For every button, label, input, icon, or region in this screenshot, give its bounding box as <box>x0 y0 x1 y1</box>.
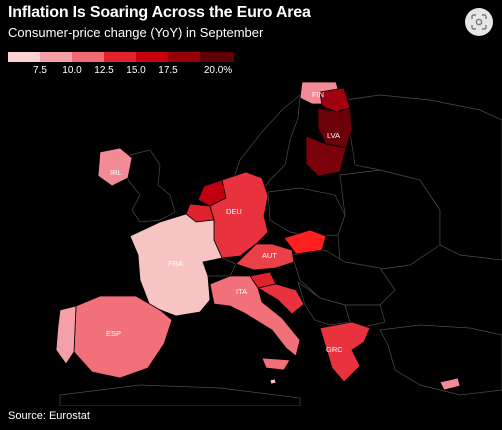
legend-tick-0: 7.5 <box>33 65 47 76</box>
legend-tick-3: 15.0 <box>126 65 146 76</box>
country-gbr <box>127 149 176 223</box>
legend-swatch-2 <box>72 52 104 62</box>
europe-map: FIN LVA IRL DEU FRA AUT ITA ESP GRC <box>55 82 502 406</box>
label-aut: AUT <box>262 251 277 260</box>
label-fra: FRA <box>168 259 183 268</box>
legend-tick-4: 17.5 <box>158 65 178 76</box>
country-tur <box>379 324 502 396</box>
camera-scan-icon <box>471 14 487 30</box>
label-grc: GRC <box>326 345 343 354</box>
country-rus <box>344 94 502 261</box>
country-svk <box>283 229 327 255</box>
country-mlt <box>269 378 277 385</box>
legend-swatch-3 <box>104 52 136 62</box>
country-ita <box>209 275 301 357</box>
legend-swatch-5 <box>168 52 200 62</box>
source-note: Source: Eurostat <box>8 410 90 422</box>
country-est <box>319 87 351 113</box>
country-lva <box>317 107 353 149</box>
country-pol <box>267 187 346 237</box>
label-ita: ITA <box>236 287 247 296</box>
country-bgr <box>344 304 386 329</box>
legend-swatch-6 <box>200 52 234 62</box>
country-cyp <box>439 377 461 391</box>
country-hrv <box>256 283 305 315</box>
color-legend: 7.5 10.0 12.5 15.0 17.5 20.0% <box>8 52 234 78</box>
chart-subtitle: Consumer-price change (YoY) in September <box>8 25 264 40</box>
legend-swatch-1 <box>40 52 72 62</box>
label-fin: FIN <box>312 90 324 99</box>
country-aut <box>235 243 295 271</box>
country-irl <box>97 147 133 187</box>
country-deu <box>209 171 269 259</box>
country-fra <box>129 213 223 317</box>
label-esp: ESP <box>106 329 121 338</box>
camera-scan-button[interactable] <box>465 8 493 36</box>
country-grc <box>319 321 371 383</box>
chart-title: Inflation Is Soaring Across the Euro Are… <box>8 4 311 21</box>
country-hun-rou <box>291 249 396 306</box>
country-ltu <box>305 135 347 177</box>
legend-swatch-4 <box>136 52 168 62</box>
label-irl: IRL <box>110 168 122 177</box>
country-ita-sicily <box>261 357 291 371</box>
country-prt <box>55 305 77 365</box>
legend-tick-1: 10.0 <box>62 65 82 76</box>
legend-swatch-0 <box>8 52 40 62</box>
country-esp <box>73 295 173 379</box>
country-africa <box>59 384 301 406</box>
label-lva: LVA <box>327 131 340 140</box>
country-balkans <box>297 281 351 326</box>
legend-tick-5: 20.0% <box>203 65 233 76</box>
legend-tick-2: 12.5 <box>94 65 114 76</box>
label-deu: DEU <box>226 207 242 216</box>
